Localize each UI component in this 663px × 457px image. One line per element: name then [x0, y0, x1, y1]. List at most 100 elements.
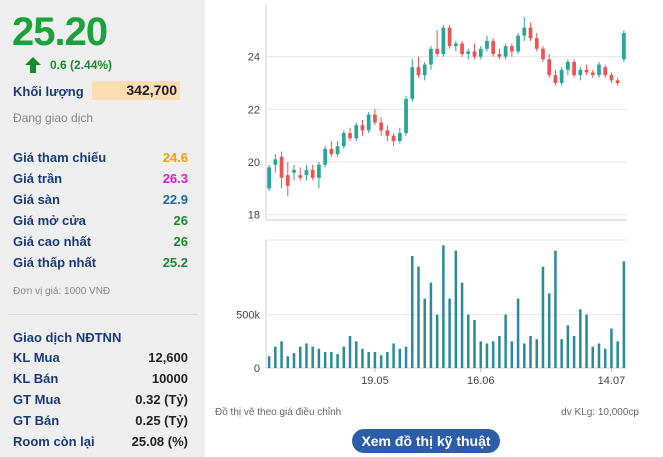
stat-value: 12,600 [148, 350, 188, 365]
candle-body [310, 169, 315, 178]
candle-body [478, 48, 483, 57]
volume-bar [473, 320, 476, 368]
volume-bar [379, 355, 383, 368]
candle-body [404, 98, 408, 134]
candle-body [578, 69, 583, 76]
volume-bar [516, 298, 520, 368]
candle-body [335, 146, 340, 155]
candle-body [273, 159, 278, 165]
stat-label: GT Mua [13, 392, 61, 407]
volume-bar [373, 352, 377, 368]
price-tick-label: 18 [248, 210, 260, 222]
divider [8, 314, 198, 315]
candle-body [553, 75, 558, 84]
volume-bar [560, 339, 563, 368]
volume-bar [292, 353, 296, 368]
candle-body [267, 167, 271, 189]
stat-value: 25.08 (%) [131, 434, 188, 449]
candle-body [472, 51, 477, 57]
volume-bar [392, 343, 395, 368]
candle-body [597, 64, 601, 76]
stat-label: Room còn lại [13, 434, 95, 449]
volume-bar [547, 293, 551, 368]
section-title: Giao dịch NĐTNN [13, 330, 122, 345]
volume-bar [355, 341, 358, 368]
candle-body [453, 43, 458, 47]
current-price: 25.20 [12, 10, 108, 54]
volume-bar [610, 328, 613, 368]
candle-body [534, 38, 539, 49]
volume-bar [298, 346, 302, 368]
candle-body [584, 69, 589, 73]
volume-tick-label: 0 [254, 363, 260, 375]
price-tick-label: 24 [248, 52, 260, 64]
candle-body [441, 27, 446, 55]
candle-body [622, 32, 626, 60]
price-unit-note: Đơn vị giá: 1000 VNĐ [13, 286, 111, 297]
stat-value: 26 [173, 234, 188, 249]
candle-body [397, 133, 402, 141]
stat-label: Giá tham chiếu [13, 150, 107, 165]
volume-bar [336, 354, 339, 368]
candle-body [298, 175, 303, 178]
candle-body [509, 46, 514, 52]
date-tick-label: 19.05 [361, 375, 389, 387]
volume-bar [361, 348, 364, 368]
stat-reference-price: Giá tham chiếu 24.6 [13, 150, 188, 168]
candle-body [503, 46, 508, 57]
stat-value: 0.25 (Tỷ) [135, 413, 188, 428]
volume-bar [485, 343, 489, 368]
volume-bar [274, 346, 277, 368]
volume-bar [460, 282, 464, 368]
chart-footnote-volume-unit: dv KLg: 10,000cp [561, 407, 639, 418]
view-technical-chart-button[interactable]: Xem đồ thị kỹ thuật [352, 429, 500, 453]
volume-tick-label: 500k [236, 310, 260, 322]
candle-body [522, 27, 527, 36]
change-value: 0.6 (2.44%) [50, 58, 113, 72]
volume-bar [616, 341, 619, 368]
volume-bar [554, 250, 557, 368]
trading-status: Đang giao dịch [13, 111, 94, 125]
volume-bar [367, 352, 370, 368]
stat-value: 25.2 [162, 255, 188, 270]
stock-chart: 18 20 22 24 0 500k 19.05 16.06 14.07 [205, 0, 663, 457]
stat-low-price: Giá thấp nhất 25.2 [13, 255, 188, 273]
foreign-buy-value: GT Mua 0.32 (Tỷ) [13, 392, 188, 410]
volume-bar [342, 346, 346, 368]
candle-body [460, 43, 464, 55]
candle-body [615, 80, 620, 84]
stat-label: Giá thấp nhất [13, 255, 97, 270]
stat-value: 26.3 [162, 171, 188, 186]
candlestick-chart: 18 20 22 24 0 500k 19.05 16.06 14.07 [236, 4, 627, 387]
candle-body [317, 164, 321, 178]
candle-body [329, 148, 334, 155]
volume-bar [448, 298, 451, 368]
volume-bar [510, 341, 514, 368]
stat-value: 10000 [151, 371, 188, 386]
candle-body [285, 175, 290, 186]
foreign-room-remaining: Room còn lại 25.08 (%) [13, 434, 188, 452]
date-tick-label: 14.07 [598, 375, 626, 387]
candle-body [491, 40, 496, 55]
candle-body [410, 67, 415, 99]
volume-bar [348, 336, 352, 368]
candle-body [559, 69, 564, 84]
volume-bar [323, 352, 327, 368]
candle-body [429, 48, 433, 65]
volume-bar [579, 309, 582, 368]
candle-body [422, 64, 427, 76]
candle-body [279, 156, 284, 178]
candle-body [516, 35, 520, 52]
candle-body [323, 148, 327, 165]
candle-body [385, 130, 390, 136]
stat-high-price: Giá cao nhất 26 [13, 234, 188, 252]
candle-body [447, 27, 452, 47]
volume-bar [429, 282, 433, 368]
quote-panel: 25.20 0.6 (2.44%) Khối lượng 342,700 Đan… [0, 0, 205, 457]
candle-body [485, 40, 489, 49]
volume-bar [597, 343, 601, 368]
candle-body [590, 72, 595, 76]
candle-body [603, 67, 608, 76]
volume-bar [491, 341, 495, 368]
stat-ceiling-price: Giá trần 26.3 [13, 171, 188, 189]
